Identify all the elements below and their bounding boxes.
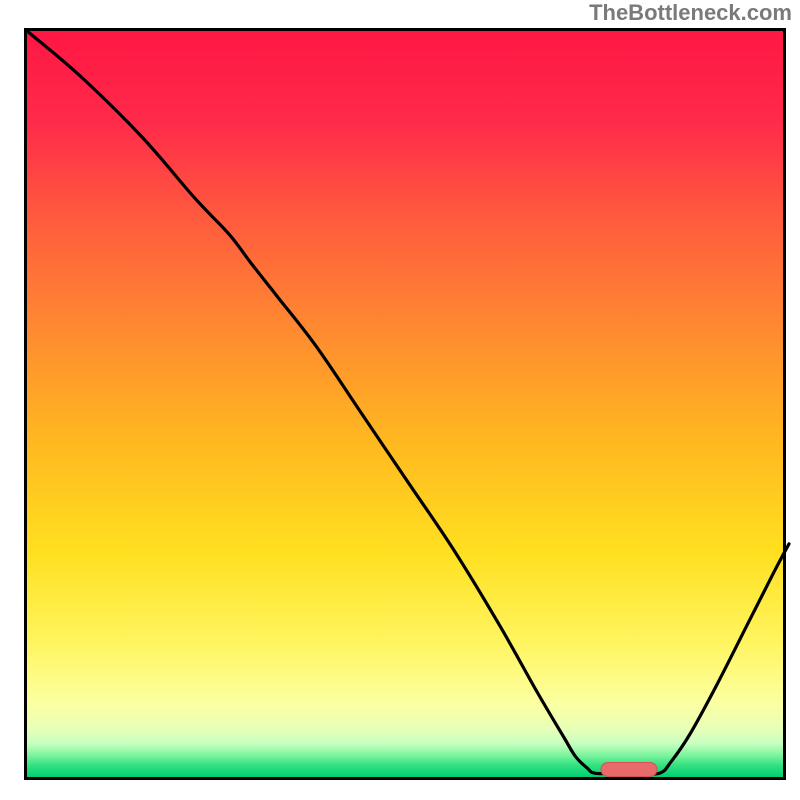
plot-area [24,28,786,780]
bottleneck-curve [27,31,789,783]
watermark-text: TheBottleneck.com [589,0,792,26]
